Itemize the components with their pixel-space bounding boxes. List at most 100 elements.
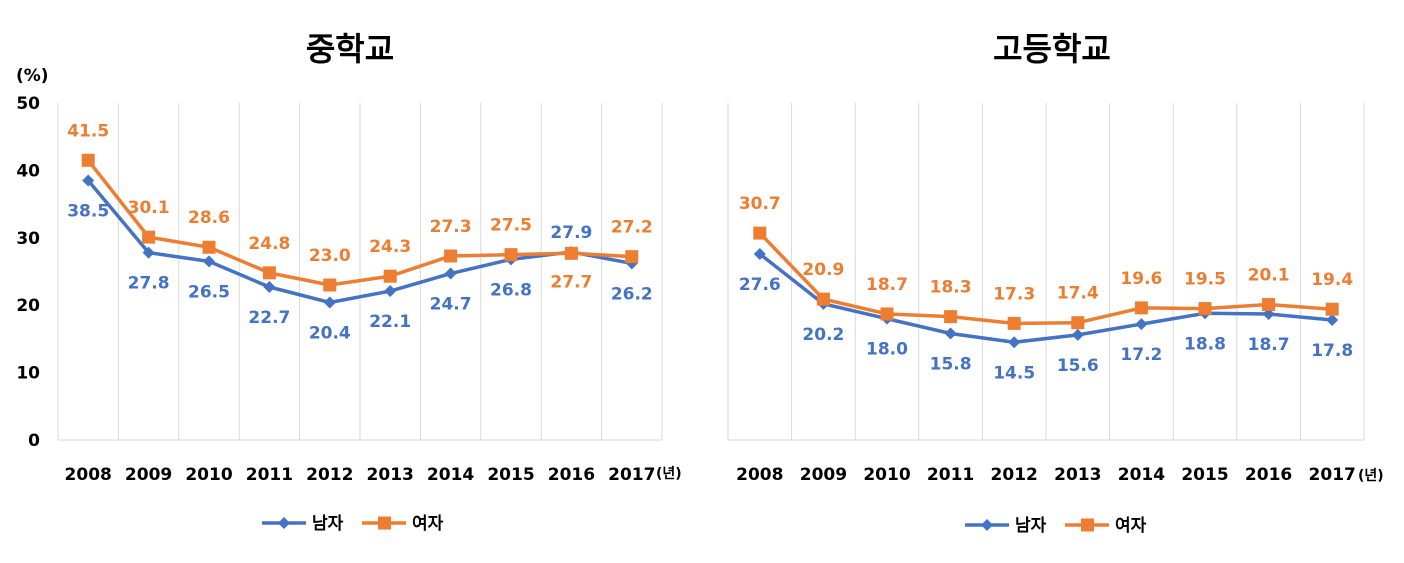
legend-marker-female <box>1081 518 1094 532</box>
data-label-male: 26.8 <box>490 280 532 300</box>
data-label-female: 19.4 <box>1311 270 1353 290</box>
y-tick-label: 10 <box>16 364 40 384</box>
legend-label-female: 여자 <box>1115 516 1147 536</box>
data-label-male: 20.2 <box>802 325 844 345</box>
legend-marker-male <box>981 519 993 531</box>
data-label-female: 20.1 <box>1248 266 1290 286</box>
point-male <box>1135 318 1148 331</box>
point-female <box>1262 298 1276 312</box>
data-label-female: 41.5 <box>67 121 109 141</box>
data-label-female: 18.3 <box>930 278 972 298</box>
data-label-male: 26.2 <box>611 284 653 304</box>
data-label-male: 27.6 <box>739 275 781 295</box>
x-tick-label: 2016 <box>548 465 595 485</box>
point-male <box>384 285 397 298</box>
chart-2: 고등학교 2008 2009 2010 2011 2012 2013 2014 2015 2016… <box>727 30 1384 536</box>
point-male <box>444 267 457 280</box>
point-female <box>753 226 767 240</box>
x-tick-label: 2009 <box>800 465 847 485</box>
point-female <box>816 292 830 306</box>
x-axis-unit: (년) <box>656 466 682 482</box>
data-label-male: 22.1 <box>369 312 411 332</box>
series-line-female <box>86 159 632 287</box>
data-label-female: 19.5 <box>1184 270 1226 290</box>
point-female <box>1071 316 1085 330</box>
data-label-male: 17.2 <box>1120 345 1162 365</box>
data-label-female: 27.2 <box>611 218 653 238</box>
x-tick-label: 2015 <box>1181 465 1228 485</box>
y-tick-label: 0 <box>28 431 40 451</box>
x-tick-label: 2014 <box>1118 465 1165 485</box>
x-tick-label: 2013 <box>367 465 414 485</box>
x-tick-label: 2011 <box>927 465 974 485</box>
data-label-male: 24.7 <box>430 295 472 315</box>
data-label-female: 17.4 <box>1057 284 1099 304</box>
data-label-male: 22.7 <box>248 308 290 328</box>
x-tick-label: 2010 <box>185 465 232 485</box>
data-label-female: 17.3 <box>993 284 1035 304</box>
legend-label-male: 남자 <box>312 514 344 534</box>
chart-1: 중학교 0 10 20 30 40 50 (%) 2008 2009 2010 2011 2012 201… <box>16 30 682 534</box>
data-label-male: 26.5 <box>188 282 230 302</box>
x-tick-label: 2011 <box>246 465 293 485</box>
legend-marker-male <box>278 517 290 529</box>
point-female <box>564 246 578 260</box>
point-female <box>504 248 518 262</box>
point-male <box>82 174 95 187</box>
data-label-female: 27.3 <box>430 217 472 237</box>
x-tick-label: 2008 <box>65 465 112 485</box>
data-label-male: 27.8 <box>128 274 170 294</box>
point-female <box>1198 302 1212 316</box>
point-female <box>1134 301 1148 315</box>
x-tick-label: 2012 <box>991 465 1038 485</box>
legend-marker-female <box>378 516 391 530</box>
x-axis-unit: (년) <box>1358 468 1384 484</box>
point-male <box>1008 336 1021 349</box>
x-tick-label: 2016 <box>1245 465 1292 485</box>
point-male <box>944 327 957 340</box>
point-male <box>1326 314 1339 327</box>
x-tick-label: 2015 <box>487 465 534 485</box>
data-label-male: 18.0 <box>866 340 908 360</box>
data-label-male: 15.8 <box>930 355 972 375</box>
x-tick-label: 2010 <box>863 465 910 485</box>
data-label-male: 27.9 <box>550 223 592 243</box>
x-tick-label: 2017 <box>1309 465 1356 485</box>
point-male <box>142 246 155 259</box>
data-label-female: 30.7 <box>739 194 781 214</box>
data-label-female: 23.0 <box>309 246 351 266</box>
y-tick-label: 50 <box>16 94 40 114</box>
data-label-male: 18.7 <box>1248 335 1290 355</box>
point-female <box>880 307 894 321</box>
data-label-male: 20.4 <box>309 324 351 344</box>
point-female <box>383 269 397 283</box>
legend: 남자 여자 <box>965 516 1147 536</box>
series-line-female <box>758 231 1333 326</box>
x-tick-label: 2008 <box>736 465 783 485</box>
data-label-male: 17.8 <box>1311 341 1353 361</box>
point-male <box>1071 328 1084 341</box>
y-tick-label: 20 <box>16 296 40 316</box>
point-female <box>142 230 156 244</box>
data-label-female: 30.1 <box>128 198 170 218</box>
data-label-female: 18.7 <box>866 275 908 295</box>
point-male <box>753 247 766 260</box>
point-male <box>323 296 336 309</box>
y-axis-unit: (%) <box>16 66 49 86</box>
y-tick-label: 40 <box>16 161 40 181</box>
series-line-male <box>758 252 1333 345</box>
point-female <box>625 250 639 264</box>
point-female <box>323 278 337 292</box>
data-label-female: 27.5 <box>490 216 532 236</box>
data-label-female: 24.3 <box>369 237 411 257</box>
point-female <box>262 266 276 280</box>
point-female <box>81 153 95 167</box>
point-male <box>203 255 215 268</box>
x-tick-label: 2017 <box>608 465 655 485</box>
data-label-female: 28.6 <box>188 208 230 228</box>
point-female <box>1325 302 1339 316</box>
data-label-male: 15.6 <box>1057 356 1099 376</box>
data-label-male: 14.5 <box>993 363 1035 383</box>
